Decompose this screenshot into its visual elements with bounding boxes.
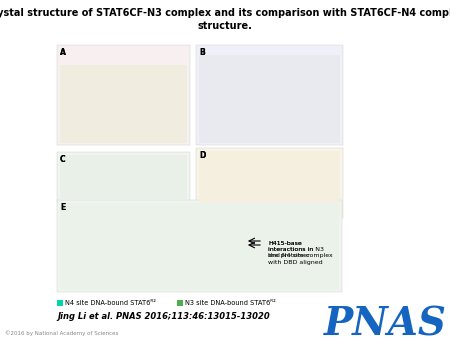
Text: H415-base
interactions in
the protomer
with DBD aligned: H415-base interactions in the protomer w… — [268, 241, 323, 265]
Text: C: C — [60, 155, 66, 164]
Text: B: B — [199, 48, 205, 57]
Text: N3 site DNA-bound STAT6ᴿ²: N3 site DNA-bound STAT6ᴿ² — [185, 300, 276, 306]
Text: Crystal structure of STAT6CF-N3 complex and its comparison with STAT6CF-N4 compl: Crystal structure of STAT6CF-N3 complex … — [0, 8, 450, 31]
Bar — [60, 203, 339, 290]
Bar — [177, 300, 183, 306]
Bar — [57, 45, 190, 145]
Text: E: E — [60, 203, 65, 212]
Bar — [57, 300, 63, 306]
Text: ©2016 by National Academy of Sciences: ©2016 by National Academy of Sciences — [5, 330, 118, 336]
Bar — [196, 45, 343, 145]
Bar — [196, 148, 343, 218]
Text: B: B — [199, 48, 205, 57]
Text: PNAS: PNAS — [324, 305, 446, 338]
Text: H415-base
interactions in N3
and N4 site complex: H415-base interactions in N3 and N4 site… — [268, 241, 333, 258]
Text: D: D — [199, 151, 205, 160]
Bar — [60, 65, 187, 143]
Bar — [199, 55, 340, 143]
Text: D: D — [199, 151, 205, 160]
Text: A: A — [60, 48, 66, 57]
Text: C: C — [60, 155, 66, 164]
Bar — [57, 152, 190, 202]
Text: Jing Li et al. PNAS 2016;113:46:13015-13020: Jing Li et al. PNAS 2016;113:46:13015-13… — [57, 312, 270, 321]
Bar — [199, 151, 340, 216]
Bar — [60, 155, 187, 200]
Bar — [57, 200, 342, 292]
Text: E: E — [60, 203, 65, 212]
Text: N4 site DNA-bound STAT6ᴿ²: N4 site DNA-bound STAT6ᴿ² — [65, 300, 156, 306]
Text: A: A — [60, 48, 66, 57]
